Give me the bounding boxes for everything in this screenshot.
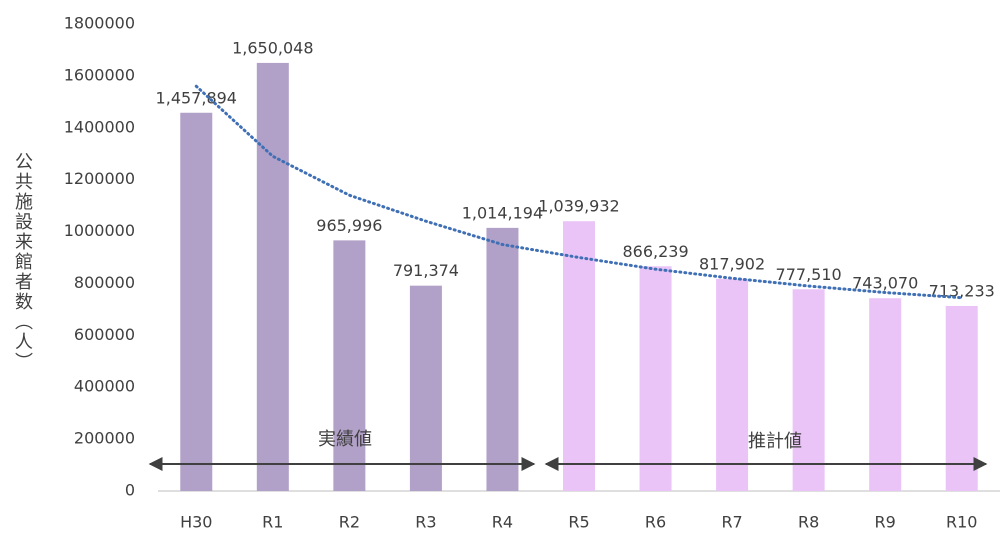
x-tick-label: R3 [415, 513, 436, 532]
x-tick-label: R8 [798, 513, 819, 532]
bar [256, 62, 289, 492]
y-tick-label: 400000 [74, 377, 135, 396]
x-tick-label: R7 [721, 513, 742, 532]
y-tick-label: 1200000 [64, 169, 135, 188]
x-tick-label: R6 [645, 513, 666, 532]
y-axis-title: 公共施設来館者数（人） [12, 152, 33, 372]
value-label: 866,239 [622, 242, 688, 261]
y-tick-label: 200000 [74, 429, 135, 448]
x-tick-label: H30 [180, 513, 212, 532]
y-tick-label: 1400000 [64, 117, 135, 136]
y-tick-label: 1800000 [64, 14, 135, 33]
x-tick-label: R1 [262, 513, 283, 532]
x-tick-label: R2 [339, 513, 360, 532]
bar [333, 240, 366, 491]
value-label: 1,014,194 [462, 203, 543, 222]
value-label: 965,996 [316, 216, 382, 235]
x-tick-label: R4 [492, 513, 513, 532]
value-label: 817,902 [699, 254, 765, 273]
value-label: 791,374 [393, 261, 459, 280]
annotation: 実績値 [318, 429, 372, 450]
x-tick-label: R5 [568, 513, 589, 532]
x-tick-label: R9 [875, 513, 896, 532]
bar [716, 278, 749, 491]
y-tick-label: 1000000 [64, 221, 135, 240]
bar [792, 289, 825, 491]
value-label: 1,650,048 [232, 38, 313, 57]
y-tick-label: 800000 [74, 273, 135, 292]
y-tick-label: 1600000 [64, 65, 135, 84]
bar [409, 285, 442, 491]
value-label: 1,457,894 [156, 88, 237, 107]
bar [180, 112, 213, 491]
y-tick-label: 600000 [74, 325, 135, 344]
bar [639, 266, 672, 491]
bar [869, 298, 902, 491]
x-tick-label: R10 [946, 513, 977, 532]
bar [563, 221, 595, 491]
value-label: 1,039,932 [538, 197, 619, 216]
value-label: 777,510 [776, 265, 842, 284]
value-label: 743,070 [852, 274, 918, 293]
annotation: 推計値 [748, 431, 802, 452]
y-tick-label: 0 [125, 481, 135, 500]
bar [486, 227, 519, 492]
trendline [194, 84, 964, 300]
